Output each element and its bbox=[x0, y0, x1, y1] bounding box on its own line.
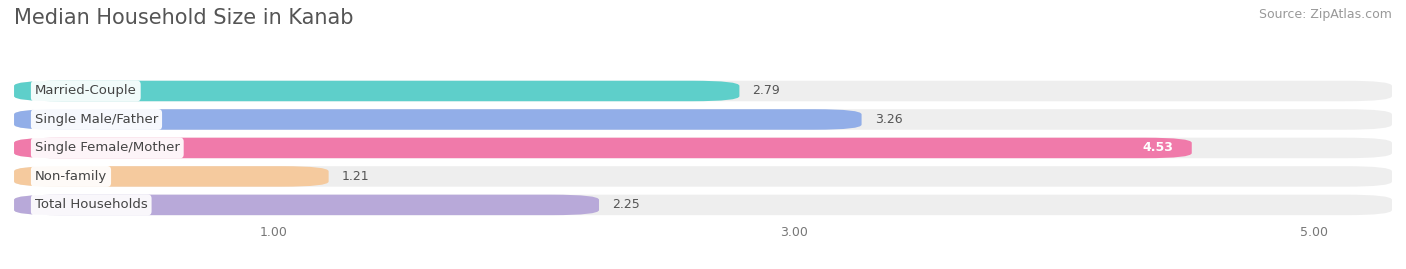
Text: 4.53: 4.53 bbox=[1143, 141, 1174, 154]
Text: Source: ZipAtlas.com: Source: ZipAtlas.com bbox=[1258, 8, 1392, 21]
FancyBboxPatch shape bbox=[14, 109, 862, 130]
Text: 2.79: 2.79 bbox=[752, 84, 780, 97]
Text: 3.26: 3.26 bbox=[875, 113, 903, 126]
FancyBboxPatch shape bbox=[14, 195, 1392, 215]
Text: Total Households: Total Households bbox=[35, 199, 148, 211]
FancyBboxPatch shape bbox=[14, 109, 1392, 130]
Text: Married-Couple: Married-Couple bbox=[35, 84, 136, 97]
Text: Non-family: Non-family bbox=[35, 170, 107, 183]
Text: Median Household Size in Kanab: Median Household Size in Kanab bbox=[14, 8, 353, 28]
FancyBboxPatch shape bbox=[14, 81, 740, 101]
FancyBboxPatch shape bbox=[14, 81, 1392, 101]
Text: Single Male/Father: Single Male/Father bbox=[35, 113, 157, 126]
Text: Single Female/Mother: Single Female/Mother bbox=[35, 141, 180, 154]
FancyBboxPatch shape bbox=[14, 138, 1392, 158]
FancyBboxPatch shape bbox=[14, 166, 1392, 187]
Text: 2.25: 2.25 bbox=[612, 199, 640, 211]
FancyBboxPatch shape bbox=[14, 195, 599, 215]
Text: 1.21: 1.21 bbox=[342, 170, 370, 183]
FancyBboxPatch shape bbox=[14, 166, 329, 187]
FancyBboxPatch shape bbox=[14, 138, 1192, 158]
